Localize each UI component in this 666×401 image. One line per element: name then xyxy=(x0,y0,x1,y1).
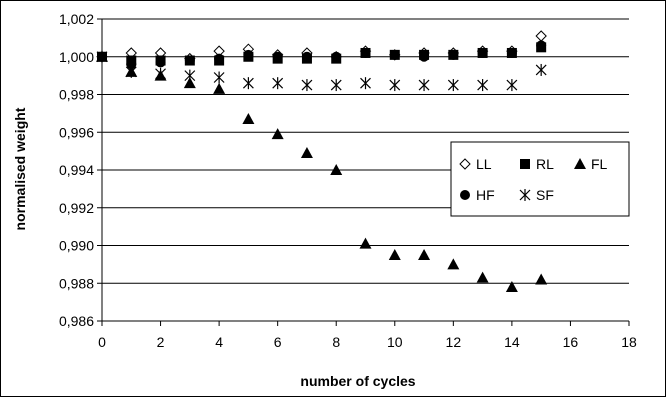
legend-item-ll: LL xyxy=(459,156,492,172)
x-tick-label: 18 xyxy=(621,334,637,350)
data-point-hf xyxy=(184,55,195,66)
x-tick-labels: 0 2 4 6 8 10 12 14 16 18 xyxy=(98,334,637,350)
y-tick-label: 0,994 xyxy=(59,162,94,178)
data-point-sf xyxy=(477,79,489,92)
data-point-fl xyxy=(271,128,284,140)
data-point-hf xyxy=(301,51,312,62)
x-tick-label: 10 xyxy=(387,334,403,350)
x-tick-label: 6 xyxy=(274,334,282,350)
data-point-hf xyxy=(126,59,137,70)
y-tick-label: 1,000 xyxy=(59,49,94,65)
legend-marker-fl xyxy=(574,158,586,169)
data-point-fl xyxy=(388,248,401,260)
data-point-sf xyxy=(213,71,225,84)
axes xyxy=(97,18,630,326)
x-tick-label: 4 xyxy=(215,334,223,350)
x-tick-label: 2 xyxy=(157,334,165,350)
grid-lines xyxy=(102,18,629,322)
data-points xyxy=(96,30,548,293)
x-tick-label: 14 xyxy=(504,334,520,350)
data-point-hf xyxy=(389,49,400,60)
data-point-fl xyxy=(242,113,255,125)
legend-label-sf: SF xyxy=(536,187,554,203)
y-tick-label: 0,992 xyxy=(59,200,94,216)
data-point-hf xyxy=(477,47,488,58)
data-point-hf xyxy=(272,51,283,62)
data-point-sf xyxy=(535,63,547,76)
x-axis-title: number of cycles xyxy=(300,373,415,389)
data-point-hf xyxy=(448,49,459,60)
data-point-hf xyxy=(155,57,166,68)
y-tick-label: 0,990 xyxy=(59,238,94,254)
data-point-sf xyxy=(96,50,108,63)
legend-label-hf: HF xyxy=(476,187,495,203)
x-tick-label: 16 xyxy=(563,334,579,350)
legend: LL RL FL HF SF xyxy=(450,141,630,217)
data-point-hf xyxy=(419,51,430,62)
legend-box xyxy=(450,141,630,217)
y-tick-labels: 0,986 0,988 0,990 0,992 0,994 0,996 0,998 1,000… xyxy=(59,11,94,329)
data-point-fl xyxy=(447,258,460,270)
y-tick-label: 1,002 xyxy=(59,11,94,27)
legend-label-fl: FL xyxy=(591,156,608,172)
data-point-ll xyxy=(535,30,547,42)
data-point-fl xyxy=(330,164,343,175)
x-tick-label: 0 xyxy=(98,334,106,350)
data-point-sf xyxy=(125,65,137,78)
legend-label-ll: LL xyxy=(476,156,492,172)
data-point-fl xyxy=(476,271,489,283)
data-point-fl xyxy=(359,237,372,249)
data-point-sf xyxy=(389,79,401,92)
legend-item-rl: RL xyxy=(520,156,554,172)
data-point-hf xyxy=(331,51,342,62)
data-point-sf xyxy=(242,77,254,90)
y-tick-label: 0,988 xyxy=(59,275,94,291)
legend-item-fl: FL xyxy=(574,156,608,172)
data-point-sf xyxy=(447,79,459,92)
y-tick-label: 0,996 xyxy=(59,124,94,140)
y-tick-label: 0,986 xyxy=(59,313,94,329)
data-point-fl xyxy=(183,77,196,89)
data-point-sf xyxy=(301,79,313,92)
legend-marker-hf xyxy=(460,190,470,200)
data-point-sf xyxy=(155,67,166,80)
legend-label-rl: RL xyxy=(536,156,554,172)
data-point-hf xyxy=(214,53,225,64)
x-tick-label: 12 xyxy=(446,334,462,350)
data-point-sf xyxy=(184,69,196,82)
y-tick-label: 0,998 xyxy=(59,87,94,103)
data-point-fl xyxy=(213,82,226,94)
legend-marker-rl xyxy=(520,159,530,169)
data-point-hf xyxy=(506,47,517,58)
legend-marker-sf xyxy=(519,189,531,201)
data-point-fl xyxy=(535,273,548,285)
data-point-sf xyxy=(360,77,371,90)
data-point-sf xyxy=(272,77,284,90)
series-sf xyxy=(96,50,547,92)
legend-item-hf: HF xyxy=(460,187,495,203)
legend-item-sf: SF xyxy=(519,187,554,203)
data-point-sf xyxy=(506,79,518,92)
data-point-hf xyxy=(536,40,547,51)
data-point-sf xyxy=(330,79,342,92)
data-point-hf xyxy=(360,47,371,58)
data-point-hf xyxy=(243,49,254,60)
x-tick-label: 8 xyxy=(332,334,340,350)
legend-marker-ll xyxy=(459,158,471,170)
data-point-fl xyxy=(505,281,518,293)
data-point-fl xyxy=(418,248,431,260)
data-point-fl xyxy=(300,147,313,159)
data-point-sf xyxy=(418,79,430,92)
y-axis-title: normalised weight xyxy=(12,107,28,230)
